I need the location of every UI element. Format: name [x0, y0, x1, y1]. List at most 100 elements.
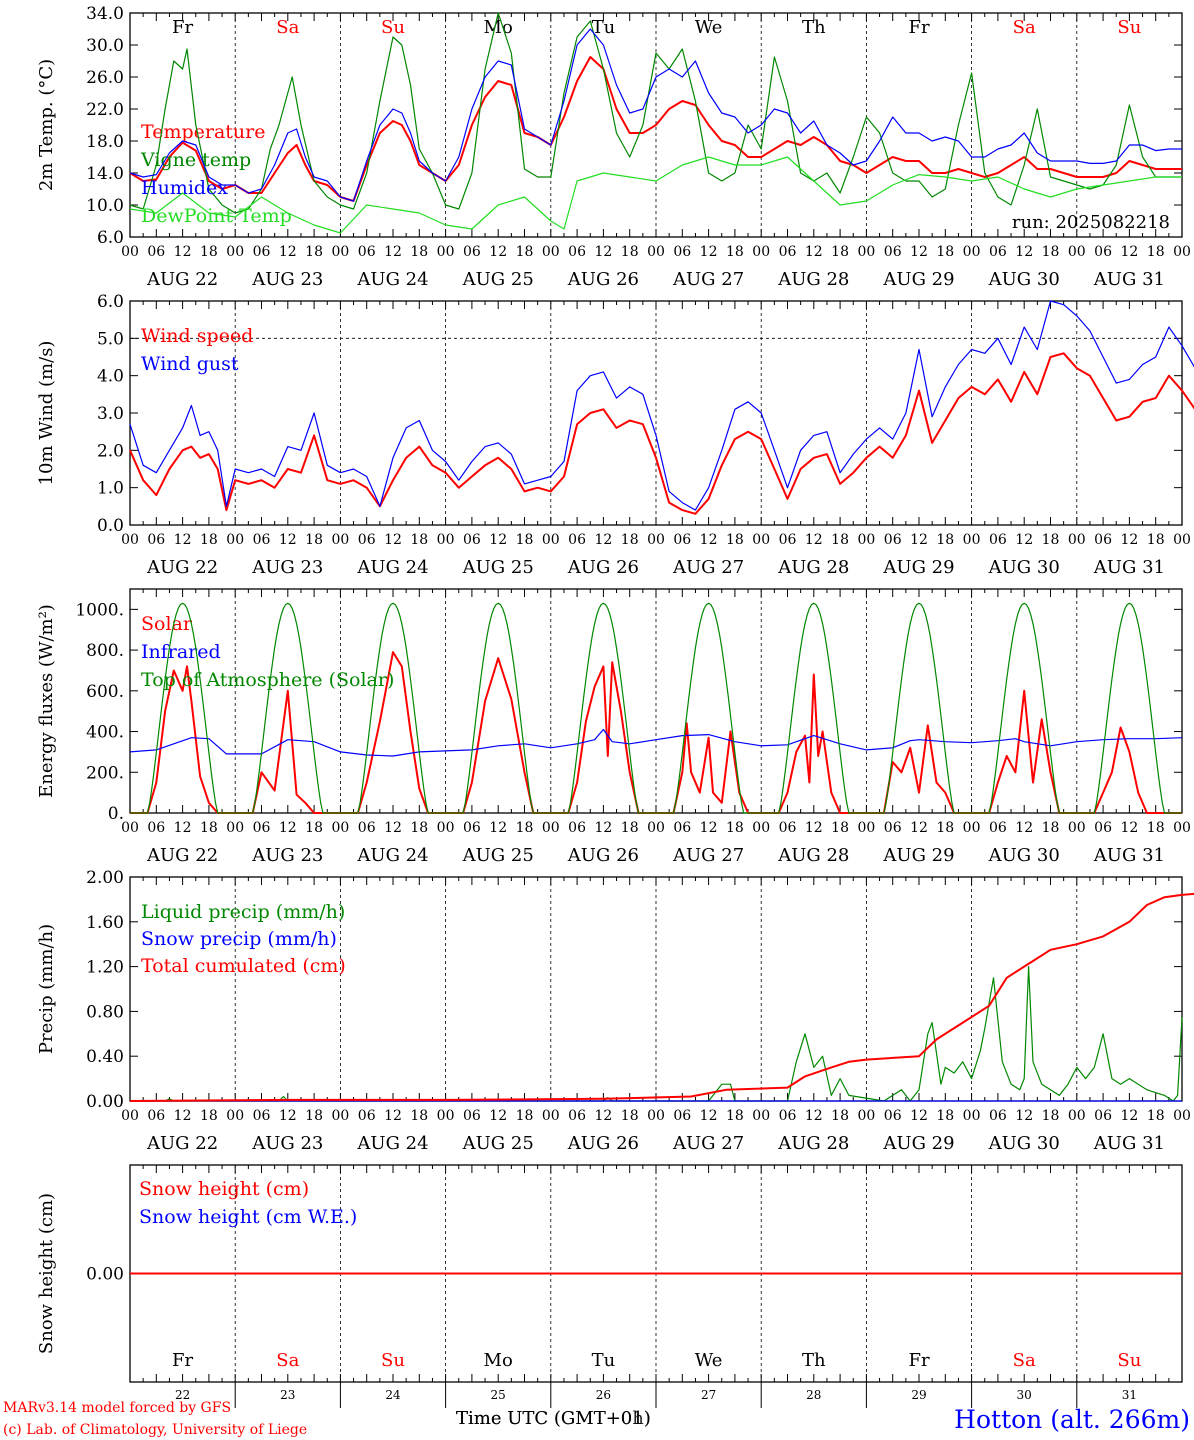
- hour-tick-label: 12: [384, 532, 402, 548]
- y-tick-label: 0.00: [86, 1092, 124, 1112]
- legend-entry: Liquid precip (mm/h): [141, 901, 345, 923]
- day-label: AUG 31: [1093, 1133, 1165, 1154]
- legend-entry: Wind speed: [141, 325, 253, 347]
- hour-tick-label: 18: [305, 820, 323, 836]
- y-tick-label: 5.0: [97, 329, 124, 349]
- hour-tick-label: 00: [1173, 820, 1191, 836]
- hour-tick-label: 12: [489, 244, 507, 260]
- footer-xtitle-b: Time UTC (GMT+0h): [456, 1408, 651, 1429]
- hour-tick-label: 12: [805, 244, 823, 260]
- hour-tick-label: 00: [331, 820, 349, 836]
- y-tick-label: 6.0: [97, 292, 124, 312]
- legend-entry: Snow height (cm): [139, 1178, 309, 1200]
- day-label: AUG 24: [356, 845, 428, 866]
- legend-entry: Humidex: [141, 177, 228, 199]
- day-label: AUG 23: [251, 269, 323, 290]
- hour-tick-label: 06: [884, 1108, 902, 1124]
- hour-tick-label: 00: [226, 244, 244, 260]
- day-label: AUG 26: [567, 557, 639, 578]
- run-label: run: 2025082218: [1012, 212, 1170, 233]
- hour-tick-label: 18: [305, 244, 323, 260]
- hour-tick-label: 12: [1120, 244, 1138, 260]
- hour-tick-label: 12: [174, 244, 192, 260]
- legend-entry: Total cumulated (cm): [141, 955, 346, 977]
- hour-tick-label: 00: [331, 1108, 349, 1124]
- hour-tick-label: 00: [1068, 244, 1086, 260]
- y-tick-label: 600.: [86, 682, 124, 702]
- legend-entry: Wind gust: [141, 353, 239, 375]
- series-line-top-of-atmosphere-solar-: [130, 602, 1182, 814]
- hour-tick-label: 00: [226, 820, 244, 836]
- y-tick-label: 2.00: [86, 868, 124, 888]
- hour-tick-label: 06: [463, 820, 481, 836]
- hour-tick-label: 00: [752, 820, 770, 836]
- series-line-total-cumulated-cm-: [129, 892, 1194, 1102]
- y-tick-label: 1.60: [86, 913, 124, 933]
- hour-tick-label: 18: [305, 532, 323, 548]
- weekday-label: We: [695, 1350, 723, 1371]
- y-tick-label: 200.: [86, 763, 124, 783]
- y-tick-label: 0.40: [86, 1047, 124, 1067]
- weekday-label: Mo: [484, 17, 513, 38]
- hour-tick-label: 12: [1120, 820, 1138, 836]
- legend-entry: Top of Atmosphere (Solar): [141, 669, 394, 691]
- day-label: AUG 23: [251, 557, 323, 578]
- weekday-label: Fr: [172, 17, 193, 38]
- hour-tick-label: 00: [121, 1108, 139, 1124]
- hour-tick-label: 00: [857, 820, 875, 836]
- hour-tick-label: 18: [1042, 820, 1060, 836]
- hour-tick-label: 00: [963, 820, 981, 836]
- series-line-infrared: [129, 728, 1183, 757]
- day-label: AUG 29: [882, 557, 954, 578]
- day-label: AUG 25: [462, 269, 534, 290]
- weekday-label: Sa: [1013, 1350, 1036, 1371]
- weekday-label: Su: [381, 1350, 405, 1371]
- hour-tick-label: 18: [410, 244, 428, 260]
- hour-tick-label: 18: [410, 532, 428, 548]
- y-tick-label: 0.00: [86, 1265, 124, 1285]
- hour-tick-label: 00: [542, 244, 560, 260]
- hour-tick-label: 00: [121, 820, 139, 836]
- day-label: AUG 22: [146, 269, 218, 290]
- legend-entry: Snow precip (mm/h): [141, 928, 337, 950]
- hour-tick-label: 18: [726, 244, 744, 260]
- weekday-label: Fr: [908, 1350, 929, 1371]
- day-label: AUG 28: [777, 557, 849, 578]
- day-number-label: 24: [385, 1388, 401, 1402]
- hour-tick-label: 12: [594, 820, 612, 836]
- day-label: AUG 30: [988, 845, 1060, 866]
- day-label: AUG 29: [882, 845, 954, 866]
- hour-tick-label: 06: [358, 1108, 376, 1124]
- hour-tick-label: 12: [174, 820, 192, 836]
- hour-tick-label: 12: [489, 1108, 507, 1124]
- hour-tick-label: 00: [542, 1108, 560, 1124]
- hour-tick-label: 18: [516, 532, 534, 548]
- hour-tick-label: 06: [358, 532, 376, 548]
- panel-4: 0.00 0.40 0.80 1.20 1.60 2.00 Precip (mm/h) 00 0…: [36, 868, 1194, 1154]
- y-tick-label: 0.0: [97, 516, 124, 536]
- hour-tick-label: 12: [1015, 244, 1033, 260]
- hour-tick-label: 12: [700, 820, 718, 836]
- y-tick-label: 18.0: [86, 132, 124, 152]
- hour-tick-label: 12: [910, 1108, 928, 1124]
- hour-tick-label: 00: [963, 244, 981, 260]
- hour-tick-label: 18: [936, 1108, 954, 1124]
- day-number-label: 28: [806, 1388, 821, 1402]
- y-tick-label: 0.80: [86, 1002, 124, 1022]
- y-tick-label: 1.0: [97, 479, 124, 499]
- y-axis-title: Precip (mm/h): [36, 924, 57, 1054]
- hour-tick-label: 00: [437, 532, 455, 548]
- weekday-label: Tu: [592, 1350, 616, 1371]
- weekday-label: Sa: [276, 1350, 299, 1371]
- y-tick-label: 6.0: [97, 228, 124, 248]
- hour-tick-label: 12: [805, 820, 823, 836]
- hour-tick-label: 00: [752, 244, 770, 260]
- hour-tick-label: 12: [1120, 1108, 1138, 1124]
- hour-tick-label: 18: [1147, 1108, 1165, 1124]
- panel-5: 0.00 Snow height (cm) Fr Sa Su Mo Tu We Th Fr Sa Su…: [36, 1164, 1183, 1408]
- hour-tick-label: 06: [147, 820, 165, 836]
- hour-tick-label: 06: [989, 532, 1007, 548]
- hour-tick-label: 18: [516, 820, 534, 836]
- footer-model: MARv3.14 model forced by GFS: [3, 1400, 231, 1416]
- hour-tick-label: 12: [384, 1108, 402, 1124]
